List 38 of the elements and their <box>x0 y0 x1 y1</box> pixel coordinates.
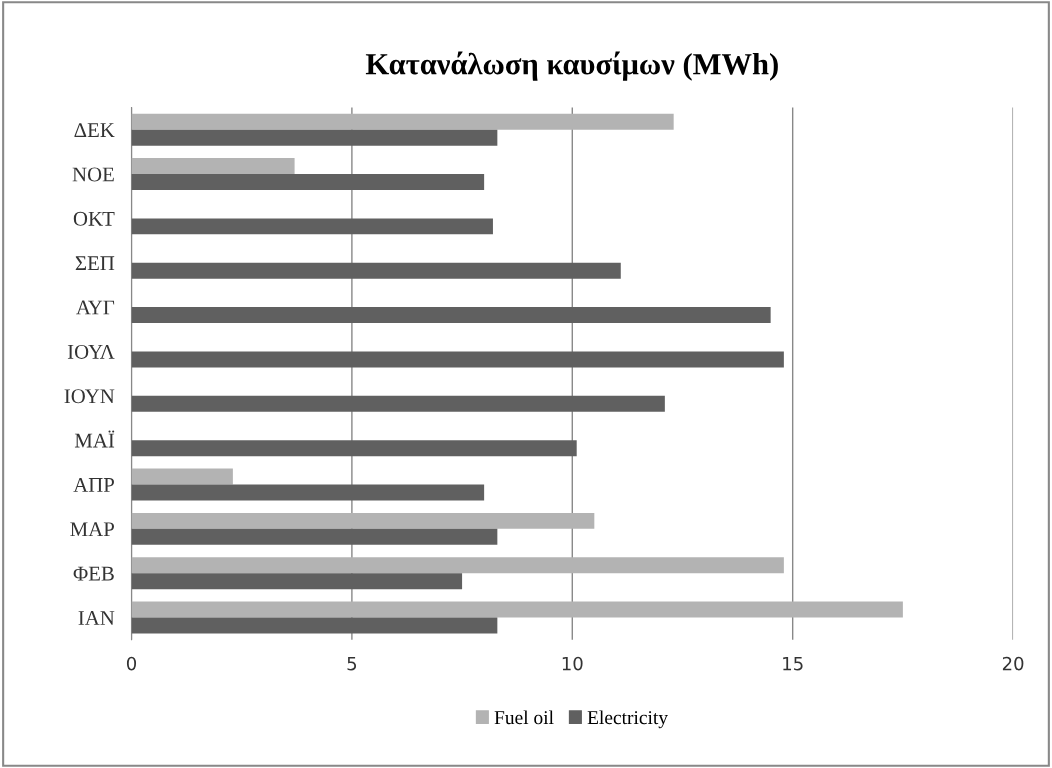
bar <box>131 218 493 235</box>
bar <box>131 395 665 412</box>
x-tick-label: 15 <box>783 656 803 671</box>
y-tick-label: ΙΟΥΝ <box>64 389 115 404</box>
bar <box>131 129 498 146</box>
bar <box>131 528 498 545</box>
bar <box>131 484 485 501</box>
legend-label: Fuel oil <box>494 710 554 725</box>
y-tick-label: ΜΑΡ <box>70 522 114 537</box>
y-tick-label: ΙΟΥΛ <box>67 344 115 359</box>
legend-label: Electricity <box>587 710 668 729</box>
y-tick-label: ΑΥΓ <box>76 300 115 315</box>
bar <box>131 158 295 175</box>
bar <box>131 557 784 574</box>
y-tick-label: ΜΑΪ <box>74 430 115 448</box>
x-tick-label: 20 <box>1002 656 1024 671</box>
bar <box>131 307 771 324</box>
bar <box>131 351 784 368</box>
y-tick-label: ΟΚΤ <box>73 211 115 226</box>
x-tick-label: 10 <box>562 656 583 671</box>
bar <box>131 174 485 191</box>
y-tick-label: ΦΕΒ <box>73 566 114 581</box>
x-tick-label: 0 <box>126 656 137 671</box>
bar <box>131 468 233 485</box>
y-tick-label: ΣΕΠ <box>75 256 115 270</box>
y-tick-label: ΔΕΚ <box>74 123 115 137</box>
bar <box>131 113 674 130</box>
bar <box>131 440 577 457</box>
x-tick-label: 5 <box>347 656 357 671</box>
bar <box>131 617 498 634</box>
y-tick-label: ΙΑΝ <box>78 611 115 625</box>
y-tick-label: ΑΠΡ <box>73 477 114 492</box>
bar <box>131 512 595 529</box>
y-tick-label: ΝΟΕ <box>72 167 114 182</box>
bar <box>131 601 903 618</box>
bar <box>131 573 463 590</box>
bar <box>131 262 621 279</box>
chart-title: Κατανάλωση καυσίμων (MWh) <box>365 51 778 81</box>
